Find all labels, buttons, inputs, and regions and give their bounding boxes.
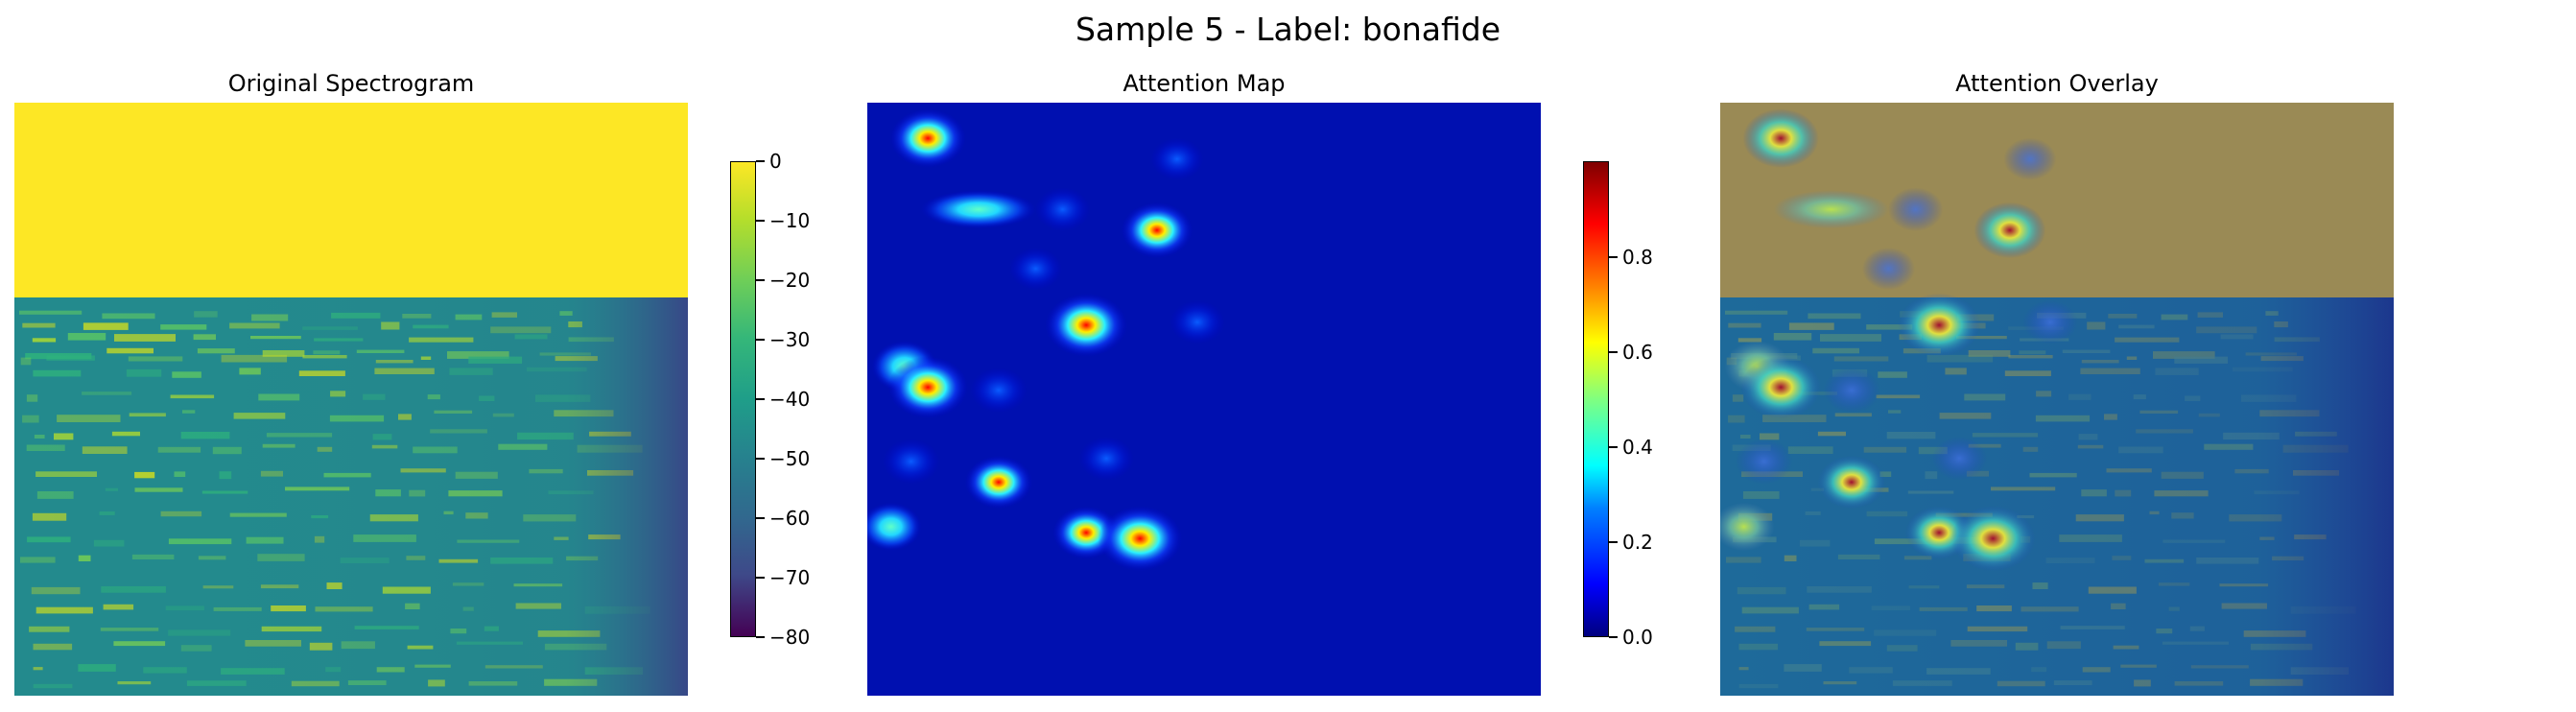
spectrogram-colorbar-ticks: 0 −10 −20 −30 −40 −50 −60 −70 −80 [756,150,871,649]
cbar2-tick-label: 0.6 [1622,341,1653,364]
attention-colorbar-ticks: 0.0 0.2 0.4 0.6 0.8 [1609,161,1724,649]
attention-hotspot [1720,502,1775,552]
attention-hotspot [1823,368,1880,414]
attention-hotspot [964,455,1033,510]
cbar1-tick-label: 0 [769,150,782,173]
cbar1-tick-label: −60 [769,507,811,530]
attention-hotspot [920,190,1036,229]
overlay-panel [1720,103,2394,696]
attention-map-image [867,103,1541,696]
overlay-right-fade [1720,297,2394,696]
attention-hotspot [1740,356,1821,418]
attention-hotspot [1973,202,2046,259]
cbar2-tick-label: 0.2 [1622,531,1653,554]
attention-hotspot [887,356,968,418]
attention-hotspot [2003,137,2057,180]
overlay-hotspots [1720,108,2078,572]
attention-hotspot [1735,439,1793,485]
cbar1-tick-label: −50 [769,447,811,470]
spectrogram-right-fade [14,297,688,696]
cbar1-tick-label: −40 [769,388,811,411]
spectrogram-colorbar [730,161,756,637]
cbar2-tick-label: 0.8 [1622,246,1653,269]
cbar2-tick-label: 0.4 [1622,436,1653,459]
attention-hotspot [1170,299,1225,344]
attention-hotspot [1862,248,1915,290]
attention-hotspot [1078,437,1134,481]
attention-hotspot [1742,108,1819,168]
attention-hotspot [1773,190,1889,229]
attention-hotspot [1950,506,2036,572]
spectrogram-title: Original Spectrogram [227,70,475,97]
attention-hotspot [2022,299,2078,344]
cbar2-tick-label: 0.0 [1622,626,1653,649]
attention-colorbar [1583,161,1609,637]
overlay-image [1720,103,2394,696]
attention-map-title: Attention Map [1123,70,1286,97]
attention-hotspot [889,108,966,168]
attention-hotspot [1035,187,1091,231]
attention-hotspot [867,502,922,552]
attention-hotspot [1045,293,1128,357]
attention-hotspot [1817,455,1886,510]
attention-hotspot [1898,293,1981,357]
cbar1-tick-label: −10 [769,209,811,232]
attention-hotspot [1888,187,1944,231]
cbar1-tick-label: −80 [769,626,811,649]
attention-map-panel [867,103,1541,696]
attention-hotspot [882,439,940,485]
attention-hotspot [1121,202,1193,259]
attention-hotspot [1009,248,1062,290]
spectrogram-image [14,103,688,696]
cbar1-tick-label: −70 [769,566,811,589]
attention-hotspots [867,108,1225,572]
attention-hotspot [1931,437,1987,481]
attention-hotspot [1150,137,1204,180]
attention-hotspot [1098,506,1183,572]
attention-hotspot [970,368,1028,414]
figure-title: Sample 5 - Label: bonafide [1075,11,1501,48]
overlay-title: Attention Overlay [1955,70,2159,97]
spectrogram-top-band [14,103,688,297]
cbar1-tick-label: −30 [769,328,811,351]
cbar1-tick-label: −20 [769,269,811,292]
spectrogram-panel [14,103,688,696]
